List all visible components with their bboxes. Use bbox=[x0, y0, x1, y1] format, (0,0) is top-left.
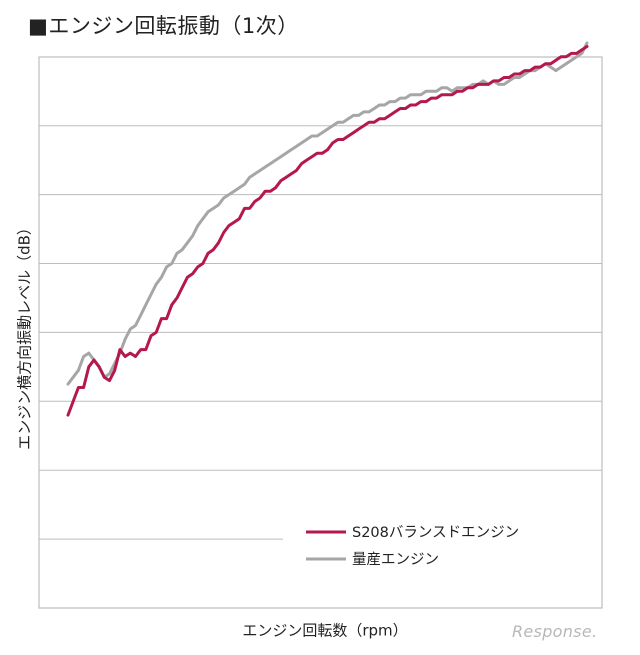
y-axis-label: エンジン横方向振動レベル（dB） bbox=[15, 220, 34, 450]
legend-label-s208: S208バランスドエンジン bbox=[352, 525, 519, 541]
legend-label-production: 量産エンジン bbox=[352, 551, 439, 568]
response-watermark-logo: Response. bbox=[512, 622, 598, 641]
series-line-s208 bbox=[66, 45, 589, 417]
chart-title: ■エンジン回転振動（1次） bbox=[28, 14, 299, 38]
series-layer bbox=[66, 41, 589, 417]
grid-lines bbox=[39, 125, 602, 540]
series-line-production bbox=[66, 41, 589, 386]
x-axis-label: エンジン回転数（rpm） bbox=[242, 621, 408, 640]
legend: S208バランスドエンジン 量産エンジン bbox=[306, 525, 519, 568]
